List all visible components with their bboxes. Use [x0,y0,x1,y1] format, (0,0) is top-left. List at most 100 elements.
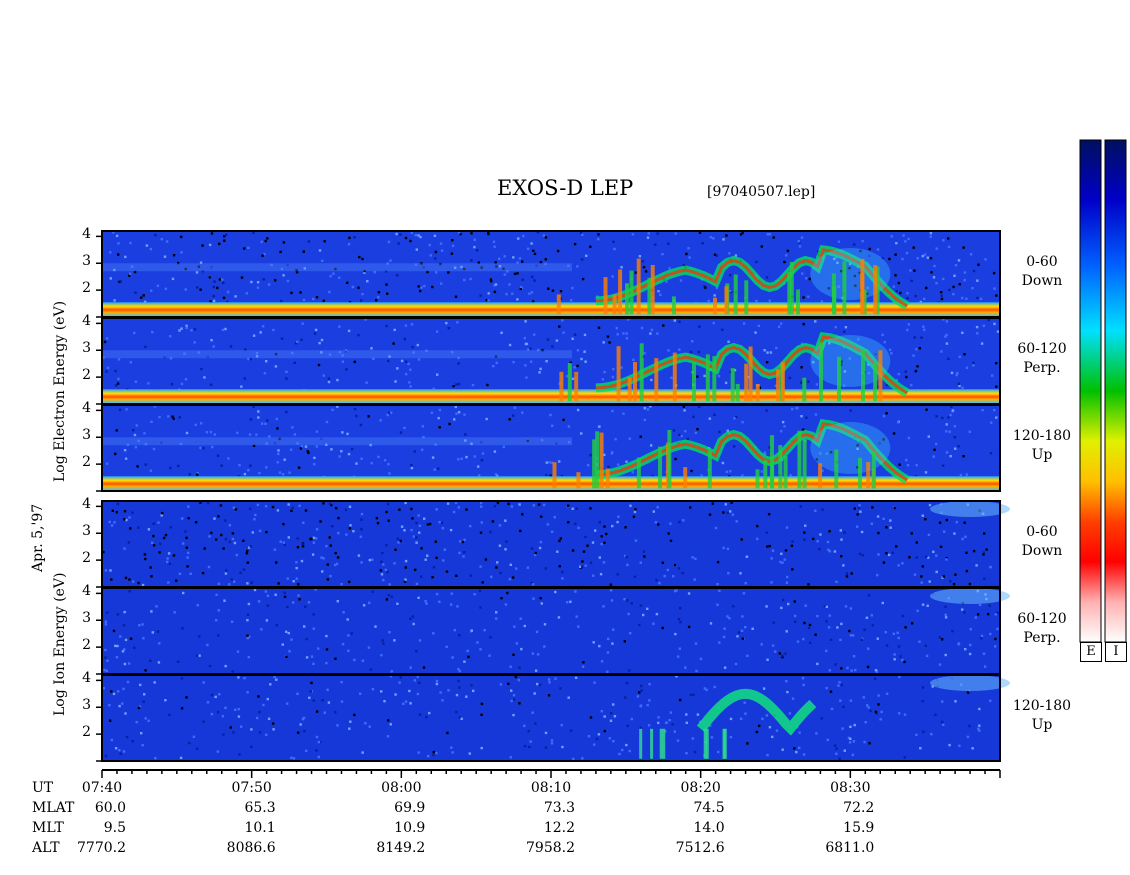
noise-pixel [451,656,454,659]
noise-pixel [169,526,172,529]
noise-pixel [995,416,998,419]
noise-pixel [472,689,475,693]
noise-pixel [540,602,543,605]
noise-pixel [383,700,386,703]
noise-pixel [340,680,343,684]
noise-pixel [457,382,461,386]
burst-spike [636,258,641,315]
noise-pixel [360,561,363,564]
noise-pixel [941,720,944,724]
noise-pixel [137,706,141,710]
noise-pixel [901,658,904,662]
ephemeris-alt-value: 7512.6 [675,840,725,856]
noise-pixel [839,269,843,273]
noise-pixel [131,511,134,514]
noise-pixel [663,574,666,578]
noise-pixel [247,246,250,249]
noise-pixel [638,255,642,258]
noise-pixel [774,650,777,653]
noise-pixel [389,723,392,726]
noise-pixel [791,540,794,543]
burst-spike [770,467,775,489]
noise-pixel [897,636,900,640]
noise-pixel [925,654,929,658]
noise-pixel [816,614,819,618]
noise-pixel [580,432,583,435]
noise-pixel [131,740,134,743]
noise-pixel [827,287,830,290]
noise-pixel [212,285,215,289]
noise-pixel [415,541,418,544]
noise-pixel [396,602,399,605]
noise-pixel [180,677,184,680]
noise-pixel [450,592,453,595]
burst-spike [603,277,608,315]
noise-pixel [963,353,966,356]
noise-pixel [857,506,861,510]
noise-pixel [221,715,225,718]
noise-pixel [164,533,168,537]
time-tick-label: 08:00 [381,780,422,796]
noise-pixel [965,366,969,370]
noise-pixel [938,521,942,524]
noise-pixel [385,544,388,547]
noise-pixel [133,646,136,649]
noise-pixel [983,577,986,580]
noise-pixel [550,739,554,742]
noise-pixel [494,283,498,286]
noise-pixel [576,265,579,268]
burst-spike [862,289,867,315]
noise-pixel [976,613,980,616]
noise-pixel [439,691,442,694]
noise-pixel [833,550,837,553]
noise-pixel [452,385,455,388]
noise-pixel [105,370,108,373]
noise-pixel [544,258,547,261]
noise-pixel [265,442,268,445]
noise-pixel [123,518,126,521]
noise-pixel [724,503,727,506]
noise-pixel [516,298,519,301]
noise-pixel [265,619,269,622]
noise-pixel [124,638,128,642]
noise-pixel [456,321,459,324]
noise-pixel [935,570,938,574]
noise-pixel [290,638,293,641]
noise-pixel [894,253,897,256]
noise-pixel [734,662,738,666]
noise-pixel [445,321,448,325]
noise-pixel [961,296,964,300]
noise-pixel [183,352,186,355]
noise-pixel [203,376,206,379]
noise-pixel [371,590,374,593]
noise-pixel [780,552,783,555]
noise-pixel [438,408,442,412]
noise-pixel [558,460,561,463]
noise-pixel [625,337,629,340]
noise-pixel [586,544,589,547]
noise-pixel [431,576,434,579]
noise-pixel [910,279,913,283]
noise-pixel [359,423,363,427]
noise-pixel [657,523,660,526]
noise-pixel [618,752,621,756]
noise-pixel [685,721,688,724]
noise-pixel [159,542,162,545]
noise-pixel [312,297,315,301]
noise-pixel [458,686,461,689]
noise-pixel [494,473,498,476]
noise-pixel [740,629,744,632]
noise-pixel [661,253,664,256]
noise-pixel [106,366,110,369]
noise-pixel [304,445,308,448]
noise-pixel [295,271,299,274]
noise-pixel [301,322,304,325]
noise-pixel [334,551,337,555]
noise-pixel [495,611,498,614]
noise-pixel [503,273,506,276]
noise-pixel [859,510,862,513]
noise-pixel [581,665,585,668]
noise-pixel [895,290,898,293]
noise-pixel [625,555,628,559]
noise-pixel [742,322,746,325]
